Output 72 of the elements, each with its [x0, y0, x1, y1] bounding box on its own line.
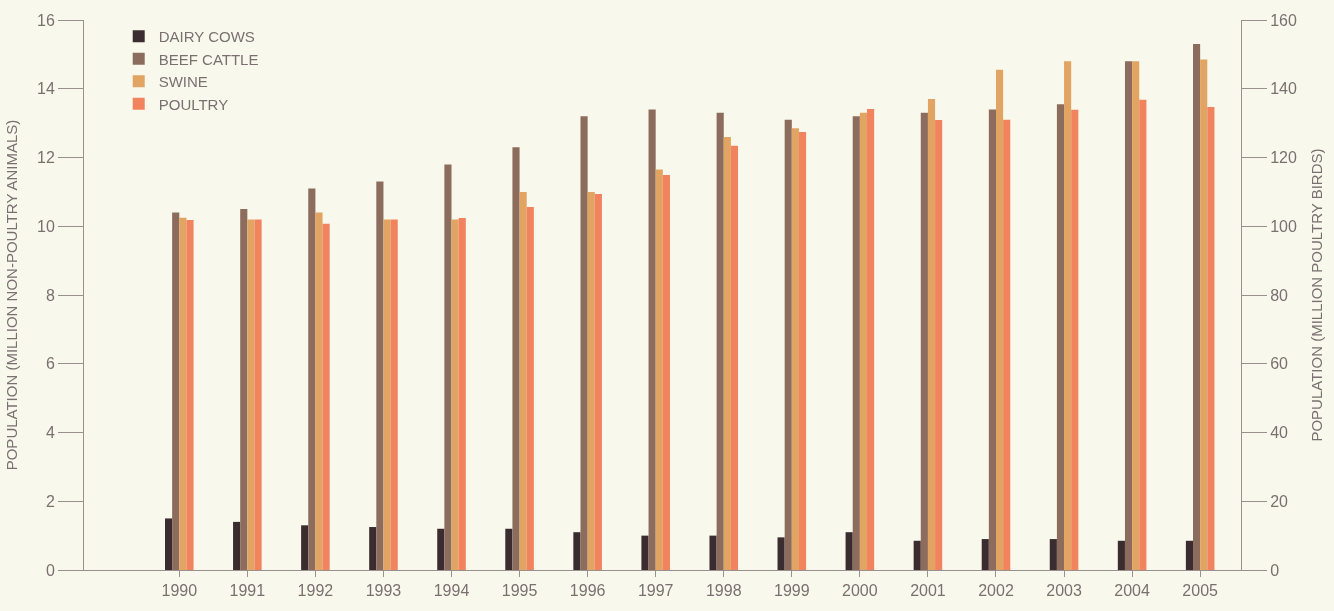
bar	[1049, 539, 1057, 570]
bar	[444, 164, 452, 570]
bar	[777, 537, 785, 570]
bar	[981, 539, 989, 570]
bar	[1193, 44, 1201, 570]
bar	[1185, 540, 1194, 570]
y2-tick-label: 140	[1270, 80, 1297, 98]
x-tick-label: 2004	[1114, 582, 1151, 600]
bar	[920, 112, 928, 570]
y-tick-label: 6	[45, 355, 55, 373]
legend-label: DAIRY COWS	[158, 28, 255, 46]
bar	[369, 527, 377, 570]
y-tick-label: 0	[45, 561, 55, 579]
bar	[852, 116, 860, 570]
bar	[580, 116, 588, 570]
bar	[988, 109, 996, 570]
x-tick-label: 2002	[978, 582, 1014, 600]
x-tick-label: 2000	[842, 582, 878, 600]
bar	[648, 109, 656, 570]
bar	[716, 112, 724, 570]
y2-tick-label: 0	[1270, 561, 1280, 579]
x-tick-label: 1992	[297, 582, 334, 600]
bar	[1117, 540, 1125, 570]
y2-tick-label: 160	[1270, 11, 1297, 29]
x-tick-label: 1998	[705, 582, 742, 600]
bar	[1124, 61, 1133, 570]
y2-tick-label: 60	[1270, 355, 1289, 373]
x-tick-label: 1993	[365, 582, 402, 600]
bar	[308, 188, 316, 570]
bar	[240, 209, 248, 570]
bar	[573, 532, 581, 570]
y-tick-label: 4	[45, 424, 55, 442]
bar	[505, 528, 513, 570]
y2-tick-label: 40	[1270, 424, 1289, 442]
bar	[784, 119, 792, 570]
x-tick-label: 2005	[1182, 582, 1219, 600]
y2-tick-label: 20	[1270, 492, 1289, 510]
legend-label: POULTRY	[158, 95, 229, 113]
bar	[172, 212, 180, 570]
y-tick-label: 16	[37, 11, 55, 29]
bar	[512, 147, 520, 570]
y-tick-label: 2	[45, 492, 55, 510]
x-tick-label: 1990	[161, 582, 198, 600]
bar	[233, 521, 241, 570]
x-tick-label: 1996	[569, 582, 606, 600]
bar	[845, 532, 853, 570]
y-tick-label: 14	[37, 80, 55, 98]
y-tick-label: 10	[37, 217, 55, 235]
bar	[709, 535, 717, 570]
bar	[641, 535, 649, 570]
x-tick-label: 1994	[433, 582, 470, 600]
bar	[301, 525, 309, 570]
x-tick-label: 2003	[1046, 582, 1082, 600]
y-tick-label: 8	[45, 286, 55, 304]
y2-tick-label: 100	[1270, 217, 1297, 235]
y2-axis-title: POPULATION (MILLION POULTRY BIRDS)	[1308, 148, 1325, 442]
y2-tick-label: 120	[1270, 149, 1297, 167]
x-tick-label: 2001	[910, 582, 946, 600]
x-tick-label: 1997	[637, 582, 674, 600]
y2-tick-label: 80	[1270, 286, 1289, 304]
bar	[437, 528, 445, 570]
bar	[164, 518, 173, 570]
legend-label: BEEF CATTLE	[158, 50, 259, 68]
bar	[1056, 104, 1065, 570]
y-tick-label: 12	[37, 149, 55, 167]
x-tick-label: 1991	[229, 582, 266, 600]
bar	[913, 540, 921, 570]
bar	[376, 181, 384, 570]
y-axis-title: POPULATION (MILLION NON-POULTRY ANIMALS)	[3, 119, 21, 471]
legend-label: SWINE	[158, 73, 208, 91]
x-tick-label: 1999	[774, 582, 810, 600]
x-tick-label: 1995	[501, 582, 538, 600]
